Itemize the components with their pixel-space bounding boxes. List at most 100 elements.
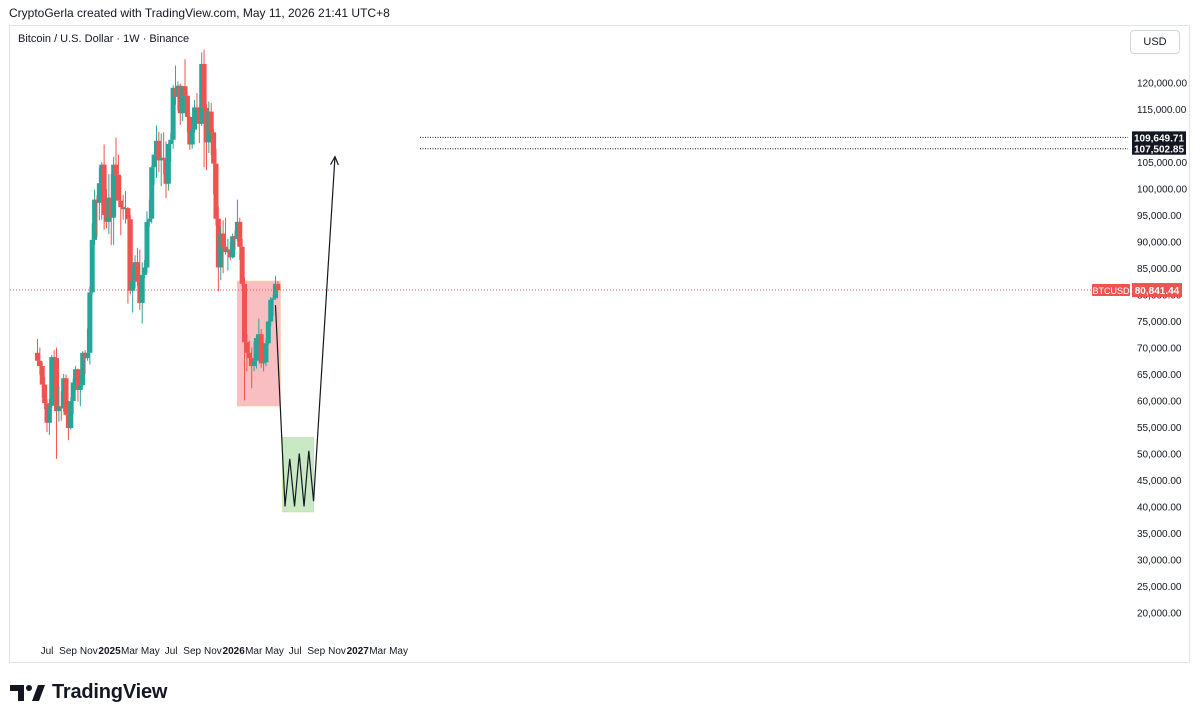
price-tick-label: 35,000.00 — [1137, 529, 1182, 540]
candle-body — [270, 298, 276, 300]
candle-body — [125, 208, 131, 220]
candle-body — [180, 86, 186, 114]
candle-body — [111, 164, 117, 218]
time-tick-label: Mar — [121, 646, 139, 657]
projection-path — [274, 156, 336, 507]
candle-body — [68, 401, 74, 429]
candle-body — [246, 352, 252, 359]
candle-body — [42, 384, 48, 404]
candle-body — [251, 360, 257, 367]
level-price-tag-label: 107,502.85 — [1134, 145, 1184, 156]
time-tick-label: Jul — [165, 646, 178, 657]
tradingview-logo-icon — [10, 684, 45, 701]
candle-body — [54, 358, 60, 412]
price-tick-label: 70,000.00 — [1137, 344, 1182, 355]
current-price-tag-label: 80,841.44 — [1135, 286, 1180, 297]
symbol-tag-bg — [1092, 284, 1130, 297]
time-axis: Jul Sep Nov 2025 Mar May Jul Sep Nov 2026 Mar May Ju… — [41, 646, 408, 657]
candle — [70, 378, 76, 414]
time-tick-label: Nov — [328, 646, 346, 657]
price-tick-label: 60,000.00 — [1137, 397, 1182, 408]
price-axis: 20,000.00 25,000.00 30,000.00 35,000.00 40,0… — [1137, 79, 1187, 620]
levels-layer — [10, 136, 1128, 291]
candle-body — [258, 334, 264, 364]
candle-body — [182, 86, 188, 96]
candle-body — [146, 218, 152, 222]
candle-body — [265, 321, 271, 344]
current-price-tag: 80,841.44 — [1132, 283, 1182, 298]
candle-body — [70, 382, 76, 402]
candle — [115, 154, 121, 201]
candle-body — [80, 352, 86, 386]
price-tick-label: 100,000.00 — [1137, 185, 1187, 196]
candle-body — [77, 385, 83, 390]
candle-body — [37, 360, 43, 367]
level-price-tag: 107,502.85 — [1132, 142, 1186, 156]
candle-body — [201, 63, 207, 108]
chart-frame — [9, 25, 1190, 663]
time-tick-label: 2027 — [347, 646, 370, 657]
price-tick-label: 20,000.00 — [1137, 609, 1182, 620]
candle-body — [161, 157, 167, 160]
symbol-tag: BTCUSD — [1092, 284, 1130, 297]
candle — [49, 354, 55, 408]
price-tick-label: 65,000.00 — [1137, 370, 1182, 381]
green-zone — [282, 437, 315, 513]
candle-body — [149, 167, 155, 219]
candle-body — [151, 154, 157, 168]
price-tick-label: 85,000.00 — [1137, 264, 1182, 275]
candle-body — [268, 299, 274, 322]
candle-body — [101, 164, 107, 215]
time-tick-label: Sep — [59, 646, 77, 657]
time-tick-label: Sep — [183, 646, 201, 657]
candle-body — [63, 378, 69, 415]
candle — [258, 328, 264, 368]
candle-body — [127, 219, 133, 291]
candle — [239, 238, 245, 287]
candle — [220, 220, 226, 274]
time-tick-label: May — [265, 646, 284, 657]
candle — [63, 374, 69, 416]
time-tick-label: Nov — [204, 646, 222, 657]
candle — [165, 143, 171, 191]
candle-body — [118, 200, 124, 208]
candle-body — [208, 111, 214, 133]
price-tick-label: 95,000.00 — [1137, 211, 1182, 222]
level-price-tag: 109,649.71 — [1132, 131, 1186, 144]
candle-body — [239, 246, 245, 284]
price-tick-label: 75,000.00 — [1137, 317, 1182, 328]
candle-body — [194, 107, 200, 109]
candle-body — [144, 221, 150, 268]
projection-layer — [274, 155, 339, 507]
candle-body — [263, 343, 269, 363]
candle — [149, 165, 155, 224]
candle-body — [134, 262, 140, 282]
candle-body — [115, 174, 121, 201]
candle — [194, 93, 200, 111]
candle — [182, 59, 188, 98]
candle-body — [75, 369, 81, 390]
time-tick-label: Mar — [369, 646, 387, 657]
candle-body — [230, 236, 236, 258]
candle — [156, 131, 162, 173]
candle — [68, 397, 74, 430]
candle — [268, 297, 274, 327]
candle-body — [168, 139, 174, 144]
current-price-tag-bg — [1132, 283, 1182, 298]
candle — [253, 334, 259, 369]
candle-body — [49, 357, 55, 406]
candle — [151, 154, 157, 185]
candle — [134, 247, 140, 287]
time-tick-label: Jul — [289, 646, 302, 657]
currency-button[interactable]: USD — [1130, 30, 1180, 54]
time-tick-label: Nov — [80, 646, 98, 657]
tradingview-logo-text: TradingView — [52, 681, 168, 703]
candle-body — [89, 239, 95, 293]
price-tick-label: 25,000.00 — [1137, 582, 1182, 593]
time-tick-label: Mar — [245, 646, 263, 657]
time-tick-label: 2026 — [223, 646, 246, 657]
candle-body — [253, 337, 259, 361]
candle — [192, 99, 198, 133]
tradingview-logo[interactable]: TradingView — [10, 681, 167, 704]
